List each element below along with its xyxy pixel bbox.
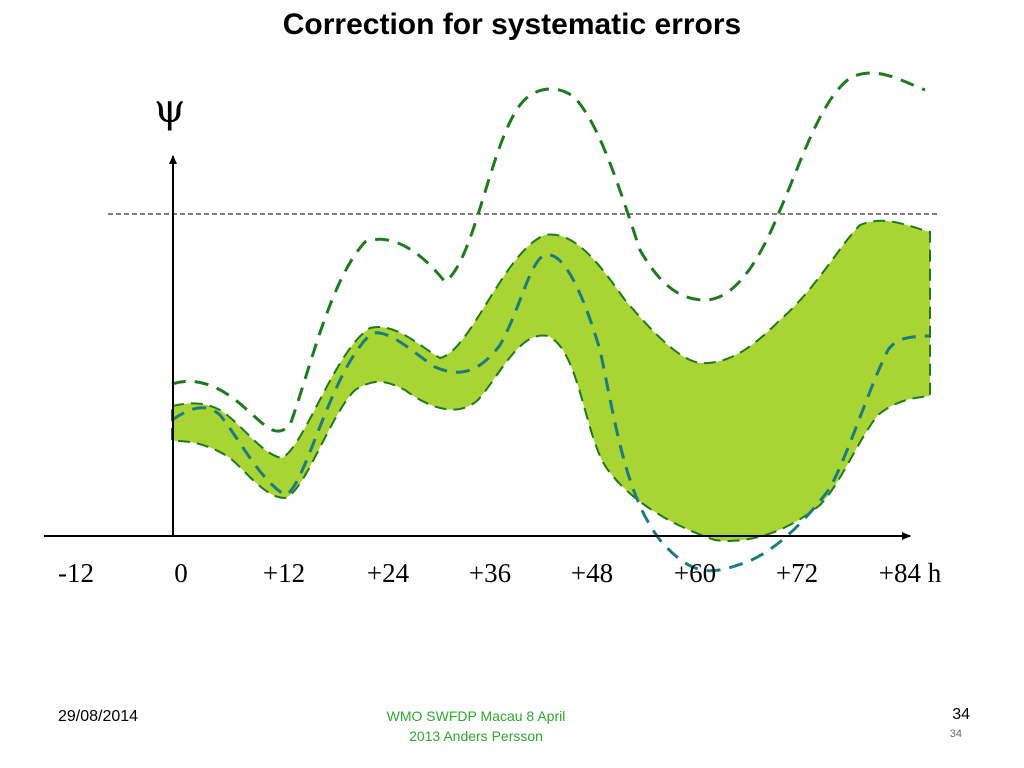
- x-tick-label: +84 h: [878, 558, 942, 588]
- footer-source-line: 2013 Anders Persson: [409, 728, 543, 744]
- footer-source-line: WMO SWFDP Macau 8 April: [386, 708, 566, 724]
- x-tick-label: +48: [570, 558, 614, 588]
- x-tick-label: -12: [58, 558, 94, 588]
- x-tick-label: +36: [468, 558, 512, 588]
- x-tick-label: +60: [673, 558, 717, 588]
- page-number-small: 34: [949, 728, 962, 740]
- x-tick-label: +72: [775, 558, 819, 588]
- slide-title: Correction for systematic errors: [282, 8, 742, 41]
- x-tick-label: +12: [262, 558, 306, 588]
- upper-envelope-line: [171, 71, 926, 433]
- x-axis-ticks: -12 0 +12 +24 +36 +48 +60 +72 +84 h: [0, 558, 1024, 598]
- y-axis-symbol: ψ: [154, 86, 186, 132]
- footer-source: WMO SWFDP Macau 8 April 2013 Anders Pers…: [356, 706, 596, 746]
- x-tick-label: +24: [366, 558, 410, 588]
- corrected-forecast-line: [171, 253, 931, 573]
- page-number: 34: [952, 706, 970, 723]
- ensemble-band: [171, 219, 931, 542]
- x-tick-label: 0: [174, 558, 188, 588]
- footer-date: 29/08/2014: [58, 708, 139, 725]
